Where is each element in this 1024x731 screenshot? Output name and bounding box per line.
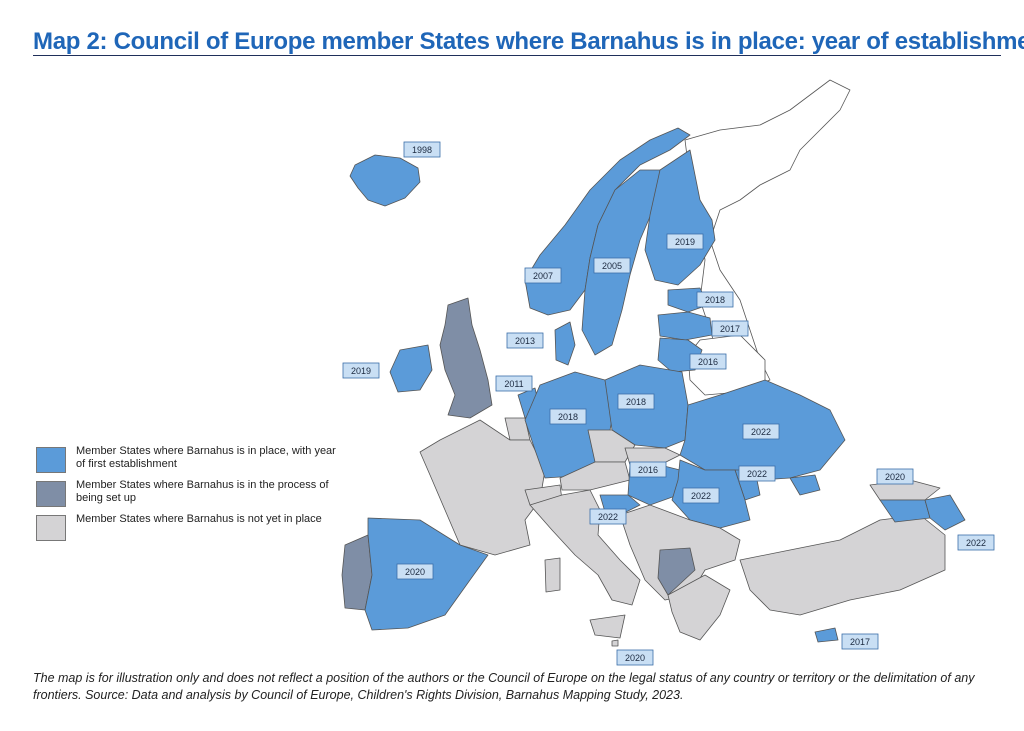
year-text-norway: 2007	[533, 271, 553, 281]
map-title: Map 2: Council of Europe member States w…	[33, 28, 1024, 55]
year-text-estonia: 2018	[705, 295, 725, 305]
year-label-lithuania: 2016	[689, 353, 727, 370]
year-text-ireland: 2019	[351, 366, 371, 376]
year-text-lithuania: 2016	[698, 357, 718, 367]
title-rule	[33, 55, 1001, 56]
year-text-iceland: 1998	[412, 145, 432, 155]
year-label-hungary: 2016	[629, 461, 667, 478]
region-crimea	[789, 474, 821, 496]
country-italy	[529, 489, 641, 606]
year-text-netherlands: 2011	[504, 379, 523, 389]
year-label-spain: 2020	[396, 563, 434, 580]
year-label-ukraine: 2022	[742, 423, 780, 440]
island-sicily	[589, 614, 626, 639]
country-turkey	[739, 514, 946, 616]
year-text-ukraine: 2022	[751, 427, 771, 437]
country-slovakia	[624, 447, 681, 466]
year-text-moldova: 2022	[747, 469, 767, 479]
disclaimer-note: The map is for illustration only and doe…	[33, 671, 975, 702]
country-france	[419, 419, 546, 556]
year-text-latvia: 2017	[720, 324, 740, 334]
year-label-sweden: 2005	[593, 257, 631, 274]
year-label-finland: 2019	[666, 233, 704, 250]
year-text-poland: 2018	[626, 397, 646, 407]
year-label-norway: 2007	[524, 267, 562, 284]
year-label-azerbaijan: 2022	[957, 534, 995, 551]
legend-label-in-place: Member States where Barnahus is in place…	[76, 445, 336, 470]
year-text-cyprus: 2017	[850, 637, 870, 647]
country-ireland	[389, 344, 433, 393]
country-denmark	[554, 321, 576, 366]
country-iceland	[349, 154, 421, 207]
year-label-germany: 2018	[549, 408, 587, 425]
country-azerbaijan	[924, 494, 966, 531]
country-latvia	[657, 311, 713, 341]
year-label-denmark: 2013	[506, 332, 544, 349]
country-norway	[524, 127, 691, 316]
year-label-ireland: 2019	[342, 362, 380, 379]
legend-item-in-place: Member States where Barnahus is in place…	[36, 445, 356, 479]
region-russia	[684, 79, 851, 391]
legend-swatch-in-place	[36, 447, 66, 473]
year-label-poland: 2018	[617, 393, 655, 410]
island-sardinia	[544, 557, 561, 593]
year-text-denmark: 2013	[515, 336, 535, 346]
year-label-romania: 2022	[682, 487, 720, 504]
country-albania-nmk	[657, 547, 696, 596]
country-malta	[611, 639, 619, 647]
year-text-spain: 2020	[405, 567, 425, 577]
year-label-cyprus: 2017	[841, 633, 879, 650]
year-text-germany: 2018	[558, 412, 578, 422]
year-text-sweden: 2005	[602, 261, 622, 271]
country-cyprus	[814, 627, 839, 643]
legend-swatch-setting-up	[36, 481, 66, 507]
year-text-hungary: 2016	[638, 465, 658, 475]
legend-label-not-yet: Member States where Barnahus is not yet …	[76, 513, 322, 525]
year-text-armenia: 2020	[885, 472, 905, 482]
year-label-estonia: 2018	[696, 291, 734, 308]
year-label-moldova: 2022	[738, 465, 776, 482]
map-legend: Member States where Barnahus is in place…	[36, 445, 356, 547]
legend-item-setting-up: Member States where Barnahus is in the p…	[36, 479, 356, 513]
legend-item-not-yet: Member States where Barnahus is not yet …	[36, 513, 356, 547]
year-label-netherlands: 2011	[495, 375, 533, 392]
legend-label-setting-up: Member States where Barnahus is in the p…	[76, 479, 329, 504]
year-label-latvia: 2017	[711, 320, 749, 337]
year-label-armenia: 2020	[876, 468, 914, 485]
year-label-malta: 2020	[616, 649, 654, 666]
year-text-azerbaijan: 2022	[966, 538, 986, 548]
year-text-romania: 2022	[691, 491, 711, 501]
year-label-iceland: 1998	[403, 141, 441, 158]
country-greece	[667, 574, 731, 641]
country-uk	[439, 297, 493, 419]
year-text-malta: 2020	[625, 653, 645, 663]
year-text-croatia: 2022	[598, 512, 618, 522]
country-finland	[644, 149, 716, 286]
legend-swatch-not-yet	[36, 515, 66, 541]
year-label-croatia: 2022	[589, 508, 627, 525]
year-text-finland: 2019	[675, 237, 695, 247]
